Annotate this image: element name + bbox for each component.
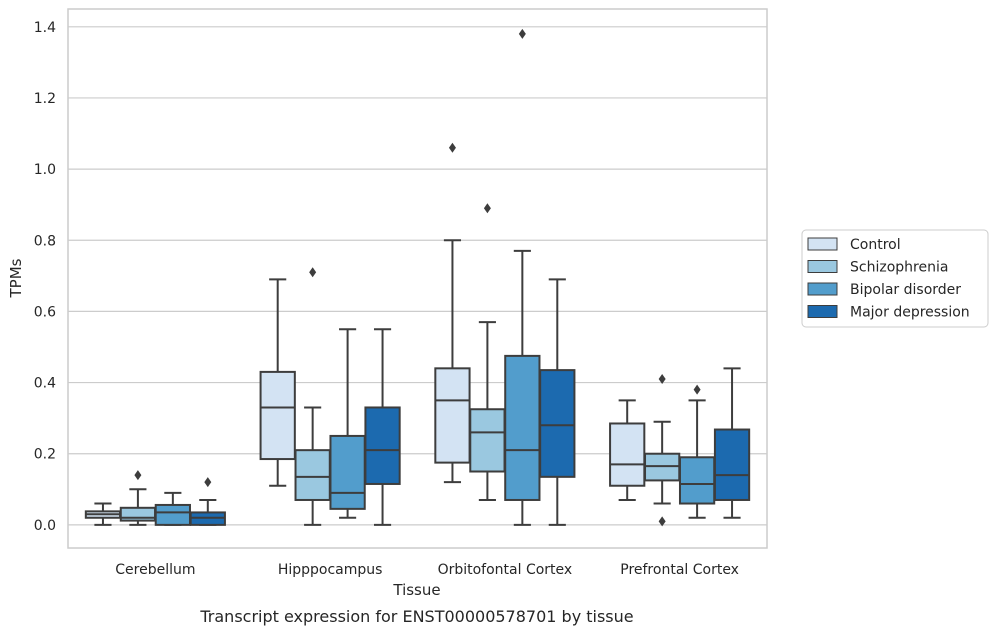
box-body (539, 369, 576, 478)
y-tick-label: 0.4 (34, 376, 56, 392)
legend-label: Bipolar disorder (850, 282, 961, 298)
outlier-marker (518, 28, 526, 39)
y-axis-label: TPMs (7, 258, 25, 298)
y-tick-label: 1.0 (34, 162, 56, 178)
box-body (154, 503, 191, 526)
box-control (609, 399, 646, 501)
outlier-marker (309, 267, 317, 278)
x-tick-label: Cerebellum (115, 562, 195, 578)
plot-frame (67, 8, 768, 549)
box-body (713, 428, 751, 501)
y-tick-labels: 0.0 0.2 0.4 0.6 0.8 1.0 1.2 1.4 (34, 20, 56, 534)
box-major-depression (539, 278, 576, 526)
y-tick-label: 0.6 (34, 304, 56, 320)
box-control (434, 142, 471, 484)
x-tick-label: Orbitofontal Cortex (438, 562, 573, 578)
box-major-depression (364, 328, 401, 526)
box-schizophrenia (644, 374, 681, 527)
box-body (504, 354, 541, 501)
box-control (259, 278, 296, 487)
legend-swatch (807, 282, 838, 296)
box-bipolar-disorder (678, 384, 716, 519)
y-tick-label: 0.2 (34, 447, 56, 463)
box-body (469, 408, 506, 473)
box-body (294, 449, 331, 501)
box-body (678, 456, 716, 505)
box-schizophrenia (294, 267, 331, 526)
x-tick-label: Hipppocampus (278, 562, 383, 578)
legend-swatch (807, 305, 838, 318)
box-control (84, 502, 122, 526)
box-body (609, 422, 646, 487)
x-tick-label: Prefrontal Cortex (620, 562, 739, 578)
box-bipolar-disorder (329, 328, 366, 519)
outlier-marker (448, 142, 456, 153)
legend: Control Schizophrenia Bipolar disorder Majo… (801, 229, 989, 328)
outlier-marker (204, 477, 212, 488)
box-body (329, 434, 366, 510)
box-major-depression (713, 367, 751, 519)
outlier-marker (693, 384, 701, 395)
outlier-marker (658, 374, 666, 385)
x-axis-label: Tissue (392, 581, 440, 599)
y-tick-label: 0.0 (34, 518, 56, 534)
boxes (84, 28, 751, 527)
legend-swatch (807, 237, 838, 251)
y-tick-label: 1.4 (34, 20, 56, 36)
box-body (259, 370, 296, 461)
x-tick-labels: Cerebellum Hipppocampus Orbitofontal Corte… (115, 562, 739, 578)
legend-swatch (807, 260, 838, 273)
outlier-marker (658, 516, 666, 527)
box-body (434, 367, 471, 464)
box-bipolar-disorder (154, 491, 191, 526)
legend-frame (801, 229, 989, 328)
legend-label: Control (850, 237, 901, 253)
chart-caption: Transcript expression for ENST0000057870… (199, 607, 633, 626)
legend-label: Major depression (850, 305, 970, 321)
legend-label: Schizophrenia (850, 260, 948, 276)
y-tick-label: 1.2 (34, 91, 56, 107)
box-body (364, 406, 401, 485)
outlier-marker (483, 203, 491, 214)
box-bipolar-disorder (504, 28, 541, 526)
box-schizophrenia (469, 203, 506, 501)
box-major-depression (189, 477, 226, 526)
outlier-marker (134, 470, 142, 481)
y-tick-label: 0.8 (34, 233, 56, 249)
